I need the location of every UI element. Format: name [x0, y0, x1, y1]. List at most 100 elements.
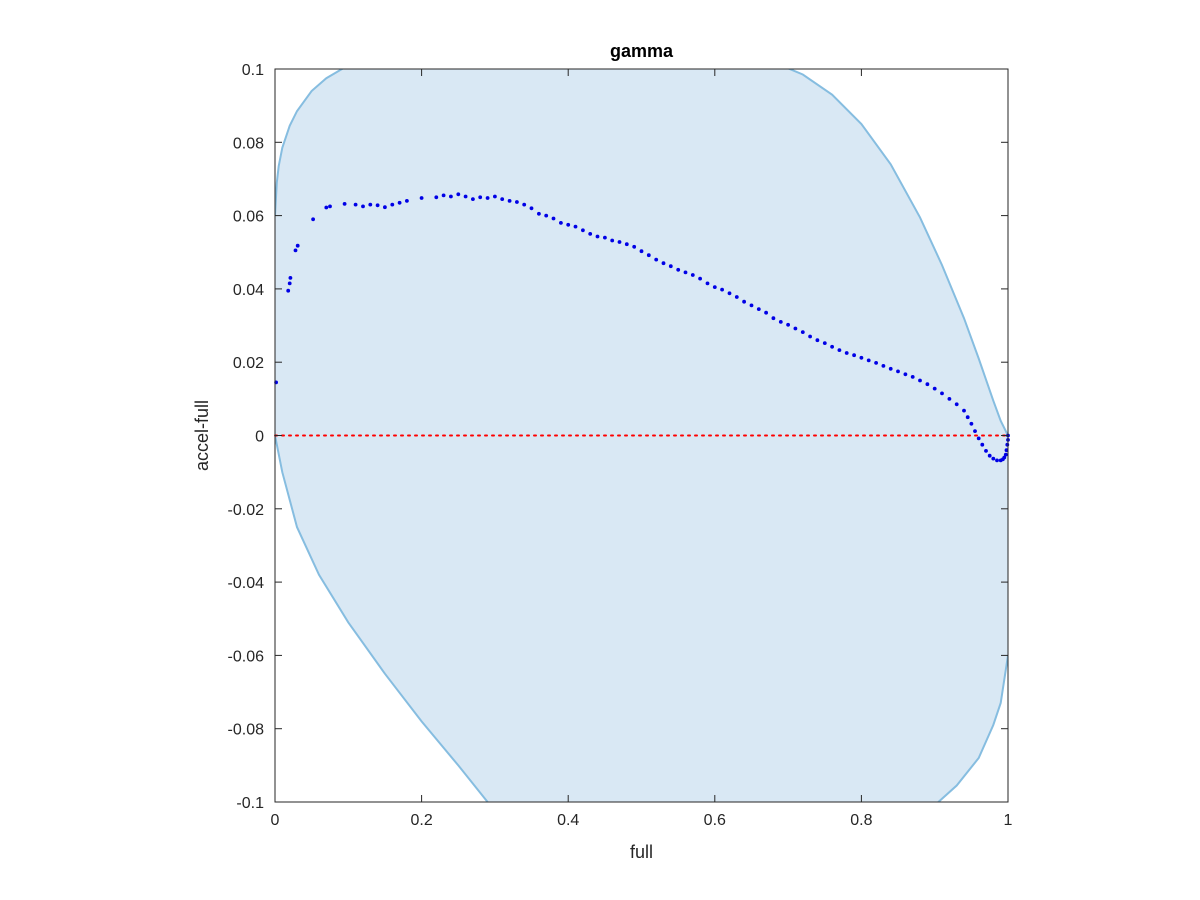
band-edge-lower-left: [275, 435, 490, 802]
data-point: [471, 197, 475, 202]
data-point: [668, 264, 673, 269]
data-point: [368, 202, 373, 207]
data-point: [646, 253, 651, 258]
data-point: [515, 200, 519, 204]
data-point: [980, 442, 985, 447]
data-point: [661, 261, 666, 266]
data-point: [727, 291, 732, 296]
data-point: [932, 386, 937, 391]
data-point: [859, 355, 864, 360]
x-tick-label: 0.2: [410, 812, 432, 829]
data-point: [742, 299, 746, 304]
data-point: [749, 303, 754, 308]
data-point: [720, 287, 724, 292]
data-point: [507, 199, 512, 203]
data-point: [603, 235, 607, 240]
data-point: [293, 248, 298, 253]
data-point: [449, 194, 453, 199]
data-point: [830, 344, 834, 349]
data-point: [896, 369, 900, 374]
data-point: [353, 202, 358, 207]
data-point: [441, 193, 446, 198]
data-point: [610, 238, 615, 243]
data-point: [690, 273, 695, 277]
x-tick-label: 1: [1004, 812, 1013, 829]
ticks: 0 0.2 0.4 0.6 0.8 1 -0.1 -0.08 -0.06 -0.04 -0.02 0 0…: [228, 62, 1013, 829]
data-point: [419, 196, 424, 200]
data-point: [544, 213, 549, 218]
data-point: [588, 232, 593, 236]
band-edge-upper-left: [275, 69, 344, 216]
data-point: [397, 200, 402, 205]
data-point: [311, 217, 315, 222]
y-tick-label: -0.1: [236, 795, 264, 812]
data-point: [361, 204, 365, 209]
data-point: [676, 267, 681, 272]
data-point: [822, 341, 827, 345]
data-point: [969, 421, 974, 426]
data-point: [786, 322, 790, 327]
data-point: [1005, 442, 1010, 447]
data-point: [328, 204, 332, 209]
data-point: [405, 199, 409, 203]
data-point: [288, 276, 293, 280]
y-tick-label: 0: [255, 429, 264, 446]
data-point: [287, 281, 292, 286]
data-point: [383, 205, 387, 210]
data-point: [976, 436, 981, 441]
data-point: [815, 338, 820, 343]
data-point: [566, 222, 571, 227]
data-point: [800, 330, 805, 334]
data-point: [940, 391, 944, 396]
data-point: [375, 203, 380, 208]
data-point: [485, 196, 490, 200]
data-point: [463, 194, 468, 199]
x-tick-label: 0.6: [704, 812, 726, 829]
x-axis-label: full: [630, 842, 653, 862]
y-tick-label: 0.06: [233, 209, 264, 226]
data-point: [874, 361, 878, 365]
data-point: [984, 449, 988, 453]
data-point: [995, 458, 999, 463]
data-point: [965, 415, 970, 420]
data-point: [324, 205, 329, 210]
data-point: [390, 202, 395, 207]
data-point: [617, 240, 622, 244]
data-point: [683, 270, 688, 275]
data-point: [342, 202, 347, 206]
data-point: [581, 228, 585, 233]
data-point: [771, 316, 776, 321]
data-point: [881, 364, 886, 368]
y-tick-label: 0.04: [233, 282, 264, 299]
data-point: [866, 358, 871, 363]
data-point: [991, 456, 996, 461]
data-point: [632, 244, 637, 249]
data-point: [844, 351, 849, 355]
data-point: [734, 295, 739, 299]
data-point: [888, 366, 893, 371]
data-point: [537, 211, 541, 216]
chart-title: gamma: [610, 41, 674, 61]
x-tick-label: 0: [271, 812, 280, 829]
data-point: [295, 243, 300, 248]
data-point: [962, 408, 966, 413]
band-edge-lower-right: [936, 655, 1008, 802]
data-points: [274, 192, 1010, 463]
y-tick-label: 0.1: [242, 62, 264, 79]
data-point: [456, 192, 461, 197]
data-point: [954, 402, 959, 407]
band-edge-upper-right: [787, 69, 1008, 436]
data-point: [918, 378, 922, 383]
data-point: [808, 334, 812, 339]
data-point: [698, 276, 702, 281]
data-point: [852, 353, 856, 358]
data-point: [478, 195, 483, 200]
plot-area: [275, 69, 1008, 802]
data-point: [705, 281, 710, 286]
data-point: [910, 375, 915, 379]
data-point: [529, 206, 534, 211]
data-point: [778, 320, 783, 324]
data-point: [559, 221, 563, 225]
data-point: [522, 202, 527, 207]
y-tick-label: -0.06: [228, 648, 265, 665]
